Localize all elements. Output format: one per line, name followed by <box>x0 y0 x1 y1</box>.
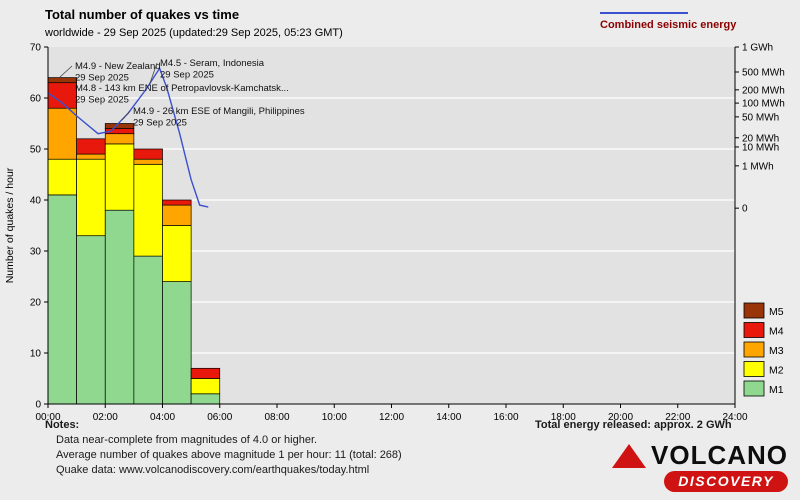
bar-segment-m2-hour0 <box>47 158 77 196</box>
annotation-text: M4.9 - New Zealand <box>75 61 161 72</box>
bar-segment-m3-hour2 <box>104 133 135 145</box>
legend-label-m5: M5 <box>769 306 784 318</box>
annotation-text: 29 Sep 2025 <box>160 70 214 81</box>
bar-segment-m2-hour1 <box>76 158 106 237</box>
note-line: Data near-complete from magnitudes of 4.… <box>56 434 318 446</box>
right-axis-tick-label: 100 MWh <box>742 99 785 110</box>
annotation-leader <box>121 110 131 121</box>
bar-segment-m4-hour5 <box>190 367 221 379</box>
legend-swatch-m3 <box>743 341 765 358</box>
x-tick-label: 02:00 <box>93 412 118 423</box>
right-axis-tick-label: 200 MWh <box>742 85 785 96</box>
bar-segment-m1-hour3 <box>133 255 163 405</box>
volcano-triangle-icon <box>612 444 646 468</box>
logo-discovery: DISCOVERY <box>664 471 788 492</box>
note-line: Average number of quakes above magnitude… <box>56 449 402 461</box>
x-tick-label: 04:00 <box>150 412 175 423</box>
logo-top-row: VOLCANO <box>612 442 788 468</box>
bar-segment-m1-hour1 <box>76 235 106 405</box>
bar-segment-m2-hour2 <box>104 143 135 211</box>
page-subtitle: worldwide - 29 Sep 2025 (updated:29 Sep … <box>45 27 343 39</box>
x-tick-label: 06:00 <box>207 412 232 423</box>
bar-segment-m1-hour0 <box>47 194 77 405</box>
energy-line <box>47 66 209 208</box>
bar-segment-m1-hour5 <box>190 393 221 405</box>
x-tick-label: 22:00 <box>665 412 690 423</box>
annotation-text: M4.5 - Seram, Indonesia <box>160 58 265 69</box>
bar-segment-m4-hour1 <box>76 138 106 155</box>
legend-label-m1: M1 <box>769 384 784 396</box>
volcano-discovery-logo: VOLCANO DISCOVERY <box>612 442 788 492</box>
x-tick-label: 00:00 <box>35 412 60 423</box>
x-tick-label: 10:00 <box>322 412 347 423</box>
bar-segment-m1-hour4 <box>162 281 192 405</box>
page-title: Total number of quakes vs time <box>45 7 240 22</box>
volcano-triangle-shape <box>612 444 646 468</box>
bar-segment-m2-hour4 <box>162 225 192 282</box>
x-tick-label: 08:00 <box>264 412 289 423</box>
magnitude-legend: M5 M4 M3 M2 M1 <box>743 302 784 397</box>
bar-segment-m5-hour2 <box>104 123 135 129</box>
bar-segment-m3-hour3 <box>133 158 163 165</box>
legend-swatch-m2 <box>743 361 765 377</box>
x-tick-label: 24:00 <box>722 412 747 423</box>
annotation-text: 29 Sep 2025 <box>75 95 129 106</box>
annotation-text: M4.9 - 26 km ESE of Mangili, Philippines <box>133 106 305 117</box>
bars <box>47 77 221 405</box>
y-axis-title: Number of quakes / hour <box>4 167 16 283</box>
y-tick-label: 30 <box>30 247 42 258</box>
right-axis-tick-label: 20 MWh <box>742 133 779 144</box>
bar-segment-m3-hour4 <box>162 204 192 226</box>
bar-segment-m2-hour5 <box>190 378 221 395</box>
energy-legend: Combined seismic energy <box>600 12 736 31</box>
x-tick-label: 20:00 <box>608 412 633 423</box>
right-axis-tick-label: 0 <box>742 204 748 215</box>
y-tick-label: 40 <box>30 196 42 207</box>
bar-segment-m1-hour2 <box>104 209 135 405</box>
right-axis-tick-label: 1 GWh <box>742 43 773 54</box>
legend-label-m3: M3 <box>769 345 784 357</box>
axes: 0 10 20 30 40 50 60 70 00:00 02:00 04:00 06:00 08:00… <box>30 43 785 424</box>
y-tick-label: 10 <box>30 349 42 360</box>
annotation-text: 29 Sep 2025 <box>75 73 129 84</box>
legend-swatch-m1 <box>743 380 765 397</box>
legend-label-m4: M4 <box>769 326 784 338</box>
legend-swatch-m4 <box>743 322 765 338</box>
bar-segment-m4-hour4 <box>162 199 192 206</box>
x-tick-label: 16:00 <box>493 412 518 423</box>
total-energy-text: Total energy released: approx. 2 GWh <box>535 419 732 431</box>
y-tick-label: 60 <box>30 94 42 105</box>
bar-segment-m2-hour3 <box>133 163 163 257</box>
logo-volcano-text: VOLCANO <box>651 440 788 470</box>
energy-legend-label: Combined seismic energy <box>600 19 737 31</box>
right-axis-tick-label: 500 MWh <box>742 67 785 78</box>
x-tick-label: 12:00 <box>379 412 404 423</box>
bar-segment-m3-hour0 <box>47 107 77 160</box>
quakes-chart: 0 10 20 30 40 50 60 70 00:00 02:00 04:00 06:00 08:00… <box>4 43 785 424</box>
y-tick-label: 50 <box>30 145 42 156</box>
x-tick-label: 14:00 <box>436 412 461 423</box>
annotation-leader <box>59 65 73 78</box>
legend-swatch-m5 <box>743 302 765 319</box>
y-tick-label: 0 <box>35 400 41 411</box>
y-tick-label: 20 <box>30 298 42 309</box>
right-axis-tick-label: 10 MWh <box>742 142 779 153</box>
note-line: Quake data: www.volcanodiscovery.com/ear… <box>56 464 370 476</box>
energy-line-swatch <box>600 12 688 14</box>
notes-heading: Notes: <box>45 419 80 431</box>
annotation-leader <box>148 62 158 87</box>
y-tick-label: 70 <box>30 43 42 54</box>
bar-segment-m4-hour3 <box>133 148 163 160</box>
annotation-text: M4.8 - 143 km ENE of Petropavlovsk-Kamch… <box>75 83 289 94</box>
legend-label-m2: M2 <box>769 365 784 377</box>
right-axis-tick-label: 1 MWh <box>742 161 774 172</box>
right-axis-tick-label: 50 MWh <box>742 112 779 123</box>
bar-segment-m3-hour1 <box>76 153 106 160</box>
annotation-text: 29 Sep 2025 <box>133 118 187 129</box>
bar-segment-m5-hour0 <box>47 77 77 84</box>
x-tick-label: 18:00 <box>551 412 576 423</box>
